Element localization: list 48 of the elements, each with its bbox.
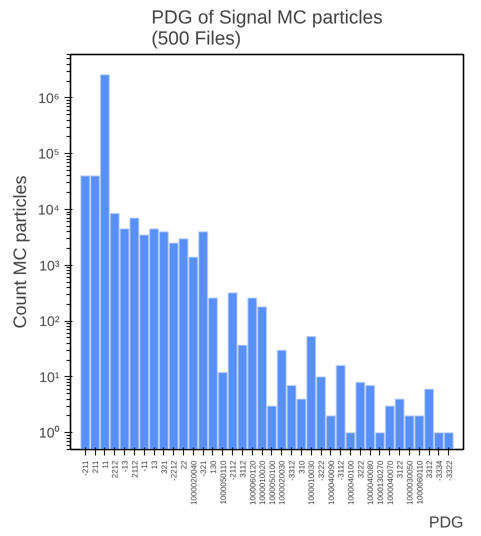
chart-title: PDG of Signal MC particles (500 Files) (151, 8, 383, 50)
x-tick-label: 13 (150, 460, 160, 470)
x-tick-label: 1000040100 (346, 460, 356, 505)
x-tick-label: 1000020040 (189, 460, 198, 505)
y-tick-label: 10² (39, 313, 60, 330)
x-tick-label: 3312 (425, 460, 434, 478)
x-tick-label: 3222 (356, 460, 366, 478)
x-tick-label: 3112 (238, 460, 248, 478)
y-tick-label: 10⁵ (38, 146, 60, 162)
x-axis-title: PDG (428, 514, 464, 532)
x-tick-label: 211 (91, 460, 100, 474)
x-tick-label: -3112 (336, 460, 346, 480)
x-tick-label: 22 (179, 460, 188, 470)
x-tick-label: 1000040070 (386, 460, 395, 505)
y-axis-title: Count MC particles (10, 175, 30, 329)
x-tick-label: 321 (160, 460, 169, 474)
y-tick-label: 10⁴ (38, 202, 60, 218)
x-tick-label: -2212 (170, 460, 179, 481)
y-tick-label: 10⁰ (38, 424, 60, 441)
x-tick-label: -3322 (444, 460, 454, 481)
x-tick-label: -3222 (317, 460, 326, 481)
x-tick-label: 1000020030 (278, 460, 287, 505)
x-tick-label: 2112 (130, 460, 140, 478)
x-tick-label: -11 (140, 460, 150, 472)
x-tick-label: 310 (297, 460, 306, 474)
y-tick-label: 10¹ (39, 368, 60, 385)
x-tick-label: 2212 (110, 460, 120, 478)
x-tick-label: 1000040090 (326, 460, 336, 505)
x-tick-label: 3122 (396, 460, 405, 478)
y-tick-label: 10⁶ (38, 90, 60, 106)
x-tick-label: 1000010020 (258, 460, 268, 505)
x-tick-label: -321 (199, 460, 208, 477)
x-tick-label: 1000060120 (248, 460, 258, 505)
x-tick-label: 1000040080 (366, 460, 376, 505)
x-tick-label: -3312 (288, 460, 297, 481)
x-tick-label: 1000030050 (405, 460, 414, 505)
x-tick-label: -13 (120, 460, 130, 472)
x-tick-label: -3334 (434, 460, 444, 481)
x-tick-label: -2112 (228, 460, 238, 480)
x-tick-label: 1000050100 (268, 460, 277, 505)
x-tick-label: 1000060110 (415, 460, 424, 504)
y-tick-label: 10³ (39, 257, 60, 274)
x-tick-label: 130 (208, 460, 218, 474)
x-tick-label: 11 (100, 460, 110, 469)
x-tick-label: 1000010030 (307, 460, 316, 505)
x-tick-label: -211 (81, 460, 90, 476)
x-tick-label: 1000130270 (376, 460, 385, 505)
x-tick-label: 1000050110 (218, 460, 228, 504)
